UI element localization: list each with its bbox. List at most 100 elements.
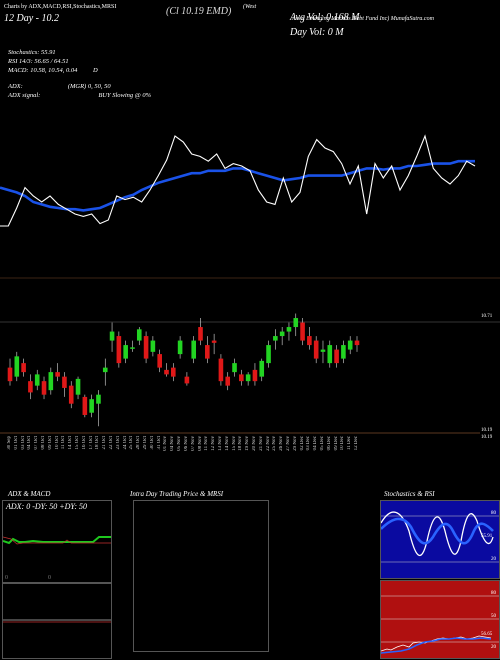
candle-up <box>109 331 115 341</box>
date-tick: 07 Oct <box>34 436 40 450</box>
chart-title: (Cl 10.19 EMD) <box>166 6 232 17</box>
candle-down <box>143 336 149 359</box>
stoch-tick-80: 80 <box>491 511 496 516</box>
date-tick: 21 Nov <box>258 436 264 451</box>
date-tick: 13 Nov <box>217 436 223 451</box>
candle-up <box>102 367 108 373</box>
date-tick: 14 Oct <box>68 436 74 450</box>
candle-up <box>259 360 265 377</box>
price-label-close: 10.19 <box>481 428 493 433</box>
date-tick: 28 Oct <box>136 436 142 450</box>
candle-down <box>21 363 26 373</box>
candle-down <box>307 336 312 346</box>
rsi-panel: 80 50 56.65 20 <box>380 580 500 659</box>
rsi-tick-20: 20 <box>491 645 496 650</box>
avg-vol-text: Avg Vol: 0.168 <box>290 12 349 23</box>
stoch-mini-lines <box>381 511 499 563</box>
candle-down <box>28 381 33 393</box>
adx-signal: ADX signal: BUY Slowing @ 0% <box>8 92 152 99</box>
candle-up <box>130 347 135 349</box>
date-tick: 22 Oct <box>109 436 115 450</box>
candle-up <box>14 356 20 377</box>
date-tick: 18 Oct <box>95 436 101 450</box>
indicator-list: Charts by ADX,MACD,RSI,Stochastics,MRSI <box>4 4 117 10</box>
candle-up <box>191 340 197 359</box>
candle-up <box>293 318 299 328</box>
date-tick: 27 Nov <box>285 436 291 451</box>
rsi-tick-80: 80 <box>491 591 496 596</box>
header-indicators: Charts by ADX,MACD,RSI,Stochastics,MRSI <box>4 4 116 11</box>
rsi-tick-50: 50 <box>491 614 496 619</box>
candle-up <box>123 345 128 359</box>
date-tick: 21 Oct <box>102 436 108 450</box>
candle-down <box>198 327 203 341</box>
stoch-tick-20: 20 <box>491 557 496 562</box>
candle-down <box>252 369 258 382</box>
candle-down <box>354 340 360 346</box>
date-tick: 31 Oct <box>156 436 162 450</box>
price-label-high: 10.71 <box>481 314 493 319</box>
candle-down <box>82 396 88 415</box>
date-tick: 24 Oct <box>122 436 128 450</box>
date-line: 12 Day - 10.2 <box>4 13 59 24</box>
candle-up <box>75 378 81 395</box>
svg-text:0: 0 <box>5 575 8 581</box>
day-vol-unit: M <box>332 27 344 38</box>
date-tick: 30 Oct <box>149 436 155 450</box>
avg-vol-unit: M <box>348 12 360 23</box>
adx-values: ADX: 0 -DY: 50 +DY: 50 <box>6 502 88 511</box>
day-volume: Day Vol: 0 M <box>290 27 344 38</box>
date-tick: 26 Nov <box>279 436 285 451</box>
candle-up <box>177 340 183 355</box>
date-tick: 01 Nov <box>163 436 169 451</box>
candle-up <box>341 345 346 359</box>
date-tick: 19 Nov <box>245 436 251 451</box>
date-tick: 09 Dec <box>333 436 339 451</box>
date-tick: 04 Dec <box>313 436 319 451</box>
macd-value: MACD: 10.58, 10.54, 0.04 D <box>8 67 98 74</box>
date-tick: 07 Nov <box>190 436 196 451</box>
candle-down <box>225 376 231 386</box>
date-tick: 09 Oct <box>47 436 53 450</box>
date-tick: 08 Oct <box>41 436 47 450</box>
date-tick: 12 Dec <box>354 436 359 451</box>
date-tick: 11 Dec <box>347 436 353 451</box>
macd-lines <box>3 619 111 623</box>
stochastic-ma-line <box>0 159 475 212</box>
candle-down <box>211 340 217 343</box>
candle-up <box>320 349 326 352</box>
date-tick: 12 Nov <box>211 436 217 451</box>
date-tick: 08 Nov <box>197 436 203 451</box>
date-tick: 29 Oct <box>143 436 149 450</box>
adx-panel: ADX: 0 -DY: 50 +DY: 50 0 0 <box>2 500 112 583</box>
candle-up <box>150 340 156 352</box>
price-label-low: 10.19 <box>481 435 493 440</box>
candle-down <box>313 340 319 359</box>
macd-panel <box>2 583 112 659</box>
date-tick: 11 Nov <box>204 436 210 451</box>
price-chart <box>0 134 500 434</box>
candle-down <box>334 349 339 364</box>
date-tick: 06 Nov <box>183 436 189 451</box>
intraday-panel <box>133 500 269 652</box>
candle-up <box>273 336 278 341</box>
candle-up <box>96 394 101 404</box>
candle-down <box>300 322 305 341</box>
candle-down <box>170 367 176 377</box>
candle-down <box>68 385 74 404</box>
rsi-current: 56.65 <box>481 632 493 637</box>
candle-down <box>239 374 244 382</box>
candle-up <box>266 345 271 364</box>
candle-up <box>232 363 237 373</box>
date-tick: 03 Dec <box>306 436 312 451</box>
candle-down <box>7 367 13 382</box>
candle-up <box>89 399 94 413</box>
date-tick: 05 Dec <box>319 436 325 451</box>
fund-name-prefix: (West <box>243 4 257 10</box>
date-tick: 17 Oct <box>88 436 94 450</box>
stochastics-value: Stochastics: 55.91 <box>8 49 56 56</box>
candle-up <box>136 329 142 341</box>
candle-down <box>184 376 190 384</box>
date-tick: 02 Dec <box>299 436 305 451</box>
candle-up <box>327 345 333 364</box>
